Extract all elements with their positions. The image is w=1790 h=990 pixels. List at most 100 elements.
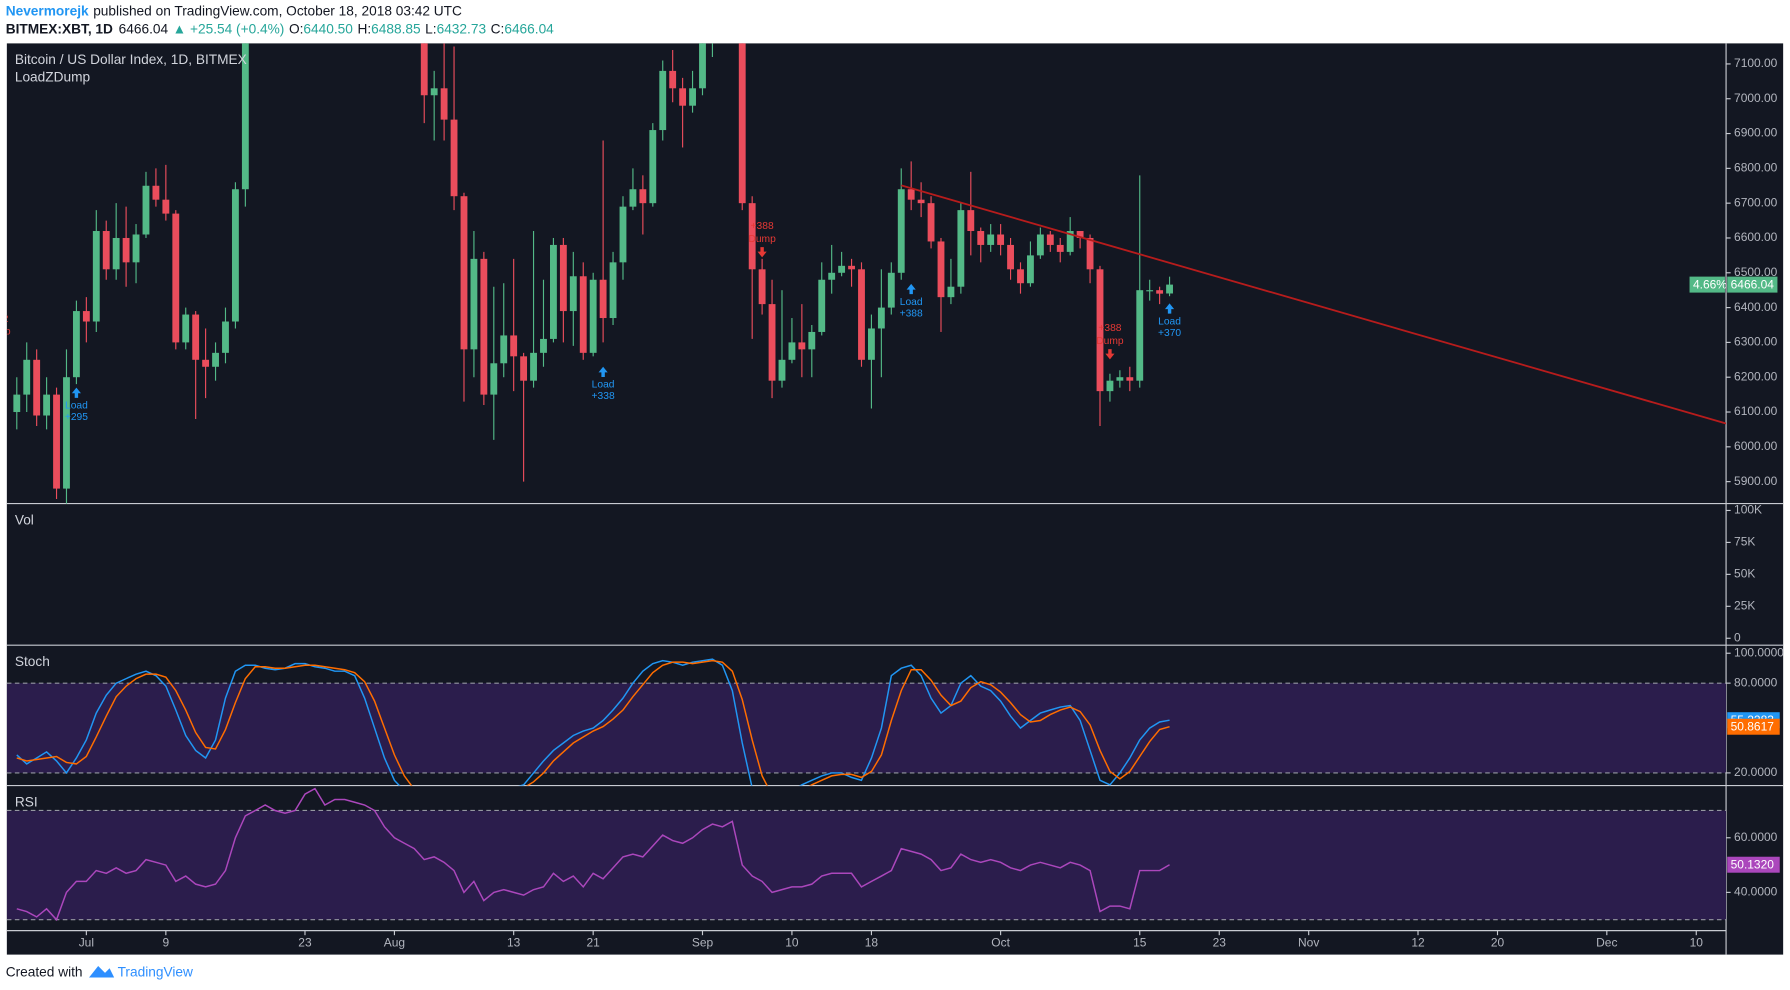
candle-body bbox=[609, 262, 617, 319]
value-badge-label: 4.66% bbox=[1693, 277, 1727, 291]
candle-body bbox=[102, 231, 110, 270]
candle-body bbox=[659, 70, 667, 131]
ohlc-value: 6432.73 bbox=[437, 21, 487, 36]
x-tick-label: 10 bbox=[1690, 935, 1704, 949]
y-tick-label: 6200.00 bbox=[1734, 369, 1778, 383]
candle-body bbox=[420, 43, 428, 96]
signal-label: Load bbox=[1158, 316, 1181, 327]
candle-body bbox=[569, 276, 577, 312]
candle-body bbox=[897, 189, 905, 273]
author[interactable]: Nevermorejk bbox=[6, 3, 89, 18]
candle-body bbox=[917, 199, 925, 204]
y-tick-label: 6000.00 bbox=[1734, 439, 1778, 453]
x-tick-label: Nov bbox=[1298, 935, 1319, 949]
x-tick-label: Oct bbox=[991, 935, 1010, 949]
footer-brand[interactable]: TradingView bbox=[118, 964, 193, 979]
candle-body bbox=[13, 394, 21, 413]
pane-subtitle: LoadZDump bbox=[15, 69, 91, 84]
published: published on TradingView.com, October 18… bbox=[93, 3, 462, 18]
footer-created: Created with bbox=[6, 964, 83, 979]
candle-body bbox=[1027, 255, 1034, 284]
x-tick-label: 21 bbox=[587, 935, 601, 949]
signal-arrow bbox=[598, 366, 608, 377]
candle-body bbox=[907, 189, 915, 200]
candle-body bbox=[579, 276, 587, 353]
tradingview-logo bbox=[89, 966, 115, 978]
value-badge bbox=[1689, 276, 1725, 293]
candle-body bbox=[669, 70, 677, 89]
candle-body bbox=[987, 234, 995, 245]
ohlc-value: 6440.50 bbox=[303, 21, 353, 36]
last-price: 6466.04 bbox=[119, 21, 169, 36]
candle-body bbox=[122, 237, 130, 263]
candle-body bbox=[1086, 237, 1094, 270]
x-tick-label: 9 bbox=[163, 935, 170, 949]
x-tick-label: 20 bbox=[1491, 935, 1505, 949]
indicator-band bbox=[6, 810, 1727, 920]
candle-body bbox=[1066, 231, 1074, 252]
pane-title: Vol bbox=[15, 512, 34, 527]
signal-arrow bbox=[906, 283, 916, 295]
value-badge-label: 6466.04 bbox=[1731, 277, 1775, 291]
candle-body bbox=[470, 258, 478, 350]
candle-body bbox=[1046, 234, 1054, 245]
candle-body bbox=[629, 189, 637, 207]
signal-label: Dump bbox=[748, 234, 776, 245]
ohlc-value: 6488.85 bbox=[371, 21, 421, 36]
y-tick-label: 20.0000 bbox=[1734, 765, 1778, 779]
candle-body bbox=[212, 352, 219, 367]
candle-body bbox=[967, 210, 975, 232]
y-tick-label: 25K bbox=[1734, 598, 1755, 612]
value-badge-label: 50.1320 bbox=[1731, 857, 1775, 871]
signal-label: +388 bbox=[900, 308, 923, 319]
candle-body bbox=[1166, 284, 1173, 294]
candle-body bbox=[152, 185, 160, 200]
candle-body bbox=[43, 394, 51, 416]
y-tick-label: 6400.00 bbox=[1734, 300, 1778, 314]
x-tick-label: Jul bbox=[79, 935, 94, 949]
candle-body bbox=[162, 199, 170, 214]
ohlc-key: H: bbox=[357, 21, 371, 36]
candle-body bbox=[828, 272, 836, 280]
y-tick-label: 6800.00 bbox=[1734, 161, 1778, 175]
y-tick-label: 40.0000 bbox=[1734, 885, 1778, 899]
candle-body bbox=[689, 88, 696, 106]
candle-body bbox=[82, 311, 90, 322]
candle-body bbox=[1096, 269, 1104, 392]
signal-arrow bbox=[1105, 349, 1115, 360]
candle-body bbox=[192, 314, 200, 360]
indicator-line bbox=[16, 659, 1170, 786]
candle-body bbox=[1076, 231, 1084, 238]
ohlc-value: 6466.04 bbox=[504, 21, 554, 36]
signal-arrow bbox=[1164, 303, 1175, 314]
x-tick-label: 15 bbox=[1133, 935, 1147, 949]
value-badge bbox=[1727, 276, 1778, 293]
trendline bbox=[900, 184, 1727, 425]
candle-body bbox=[649, 130, 657, 204]
candle-body bbox=[231, 189, 239, 322]
candle-body bbox=[430, 88, 438, 96]
value-badge-label: 50.8617 bbox=[1731, 719, 1775, 733]
candle-body bbox=[927, 203, 935, 242]
candle-body bbox=[1017, 269, 1024, 284]
signal-arrow bbox=[71, 387, 81, 398]
candle-body bbox=[957, 210, 965, 287]
indicator-line bbox=[16, 658, 1170, 786]
candle-body bbox=[858, 269, 865, 360]
candle-body bbox=[748, 203, 756, 270]
y-tick-label: 5900.00 bbox=[1734, 474, 1778, 488]
x-tick-label: 18 bbox=[865, 935, 879, 949]
signal-label: +295 bbox=[65, 412, 88, 423]
candle-body bbox=[1007, 244, 1014, 270]
signal-label: Load bbox=[900, 297, 923, 308]
y-tick-label: 60.0000 bbox=[1734, 830, 1778, 844]
candle-body bbox=[808, 331, 816, 350]
candle-body bbox=[997, 234, 1005, 245]
candle-body bbox=[768, 304, 776, 381]
candle-body bbox=[510, 335, 518, 357]
candle-body bbox=[241, 43, 249, 190]
candle-body bbox=[520, 356, 528, 381]
candle-body bbox=[1126, 377, 1134, 381]
chart-background bbox=[6, 43, 1784, 955]
x-tick-label: Sep bbox=[692, 935, 714, 949]
